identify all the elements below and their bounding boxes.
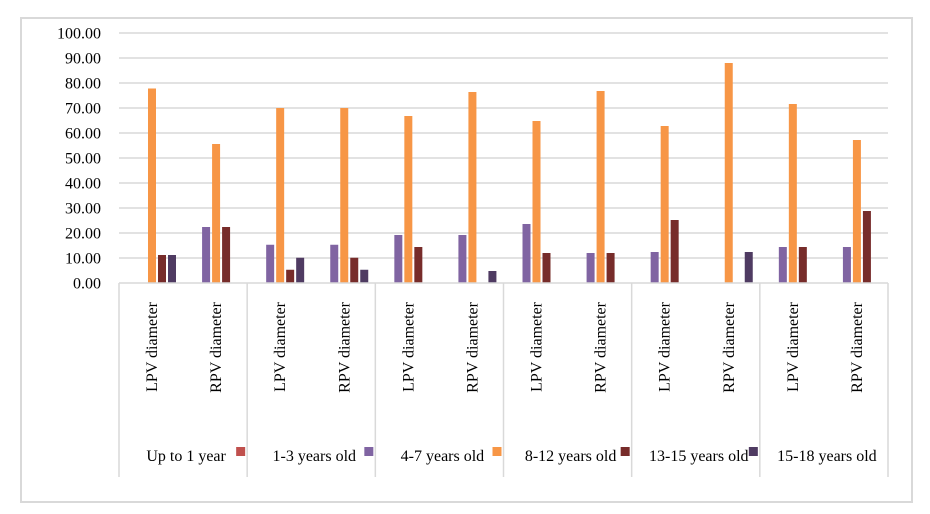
category-label: LPV diameter: [144, 301, 161, 392]
category-label: LPV diameter: [529, 301, 546, 392]
bar: [222, 227, 231, 283]
group-label: 4-7 years old: [401, 448, 485, 465]
category-label: RPV diameter: [208, 301, 225, 392]
bar: [168, 255, 176, 283]
y-tick-label: 50.00: [65, 151, 101, 168]
bar: [296, 257, 305, 283]
group-label: 1-3 years old: [272, 448, 356, 465]
category-label: RPV diameter: [336, 301, 353, 392]
bar: [660, 126, 669, 283]
category-label: LPV diameter: [785, 301, 802, 392]
bar: [158, 255, 166, 283]
category-label: RPV diameter: [721, 301, 738, 392]
y-tick-label: 60.00: [65, 126, 101, 143]
gridlines: [119, 32, 888, 259]
y-tick-label: 100.00: [57, 26, 101, 43]
y-tick-label: 80.00: [65, 76, 101, 93]
bar: [148, 88, 156, 283]
x-axis: LPV diameter RPV diameter LPV diameter RPV …: [118, 282, 889, 477]
category-label: LPV diameter: [400, 301, 417, 392]
legend-marker: [364, 447, 374, 456]
y-tick-label: 10.00: [65, 251, 101, 268]
y-tick-label: 70.00: [65, 101, 101, 118]
bar: [404, 116, 413, 283]
legend: Up to 1 year 1-3 years old 4-7 years old 8-…: [146, 447, 877, 465]
bar: [202, 227, 211, 283]
bar: [340, 108, 349, 283]
bar: [522, 224, 531, 283]
bar: [724, 63, 733, 283]
bar: [542, 253, 551, 283]
y-tick-label: 30.00: [65, 201, 101, 218]
bar: [606, 253, 615, 283]
bar: [468, 92, 477, 283]
legend-marker: [492, 447, 502, 456]
bar: [670, 220, 679, 283]
y-tick-label: 90.00: [65, 51, 101, 68]
category-label: RPV diameter: [593, 301, 610, 392]
bar: [330, 244, 339, 283]
bars: [148, 63, 871, 283]
y-tick-label: 40.00: [65, 176, 101, 193]
group-label: Up to 1 year: [146, 448, 226, 465]
bar: [414, 247, 423, 283]
bar: [286, 269, 295, 283]
category-label: RPV diameter: [849, 301, 866, 392]
bar: [266, 244, 275, 283]
y-tick-label: 20.00: [65, 226, 101, 243]
bar: [532, 121, 541, 283]
bar: [394, 235, 403, 283]
bar: [586, 253, 595, 283]
legend-marker: [236, 447, 246, 456]
bar: [360, 269, 369, 283]
chart-frame: [20, 17, 913, 503]
group-label: 15-18 years old: [777, 448, 877, 465]
bar: [276, 108, 285, 283]
category-label: LPV diameter: [657, 301, 674, 392]
group-label: 13-15 years old: [649, 448, 749, 465]
bar: [488, 271, 497, 283]
legend-marker: [748, 447, 758, 456]
bar: [650, 252, 659, 283]
category-label: RPV diameter: [464, 301, 481, 392]
bar: [458, 235, 467, 283]
y-axis: 0.00 10.00 20.00 30.00 40.00 50.00 60.00 70.00 8…: [57, 26, 101, 293]
category-label: LPV diameter: [272, 301, 289, 392]
y-tick-label: 0.00: [73, 276, 101, 293]
legend-marker: [620, 447, 630, 456]
bar: [798, 247, 807, 283]
bar: [778, 247, 787, 283]
bar: [596, 91, 605, 283]
bar: [862, 211, 871, 283]
bar: [788, 104, 797, 283]
bar: [744, 252, 753, 283]
bar: [842, 247, 851, 283]
bar: [852, 140, 861, 283]
group-label: 8-12 years old: [525, 448, 617, 465]
bar: [350, 257, 359, 283]
bar: [212, 144, 221, 283]
